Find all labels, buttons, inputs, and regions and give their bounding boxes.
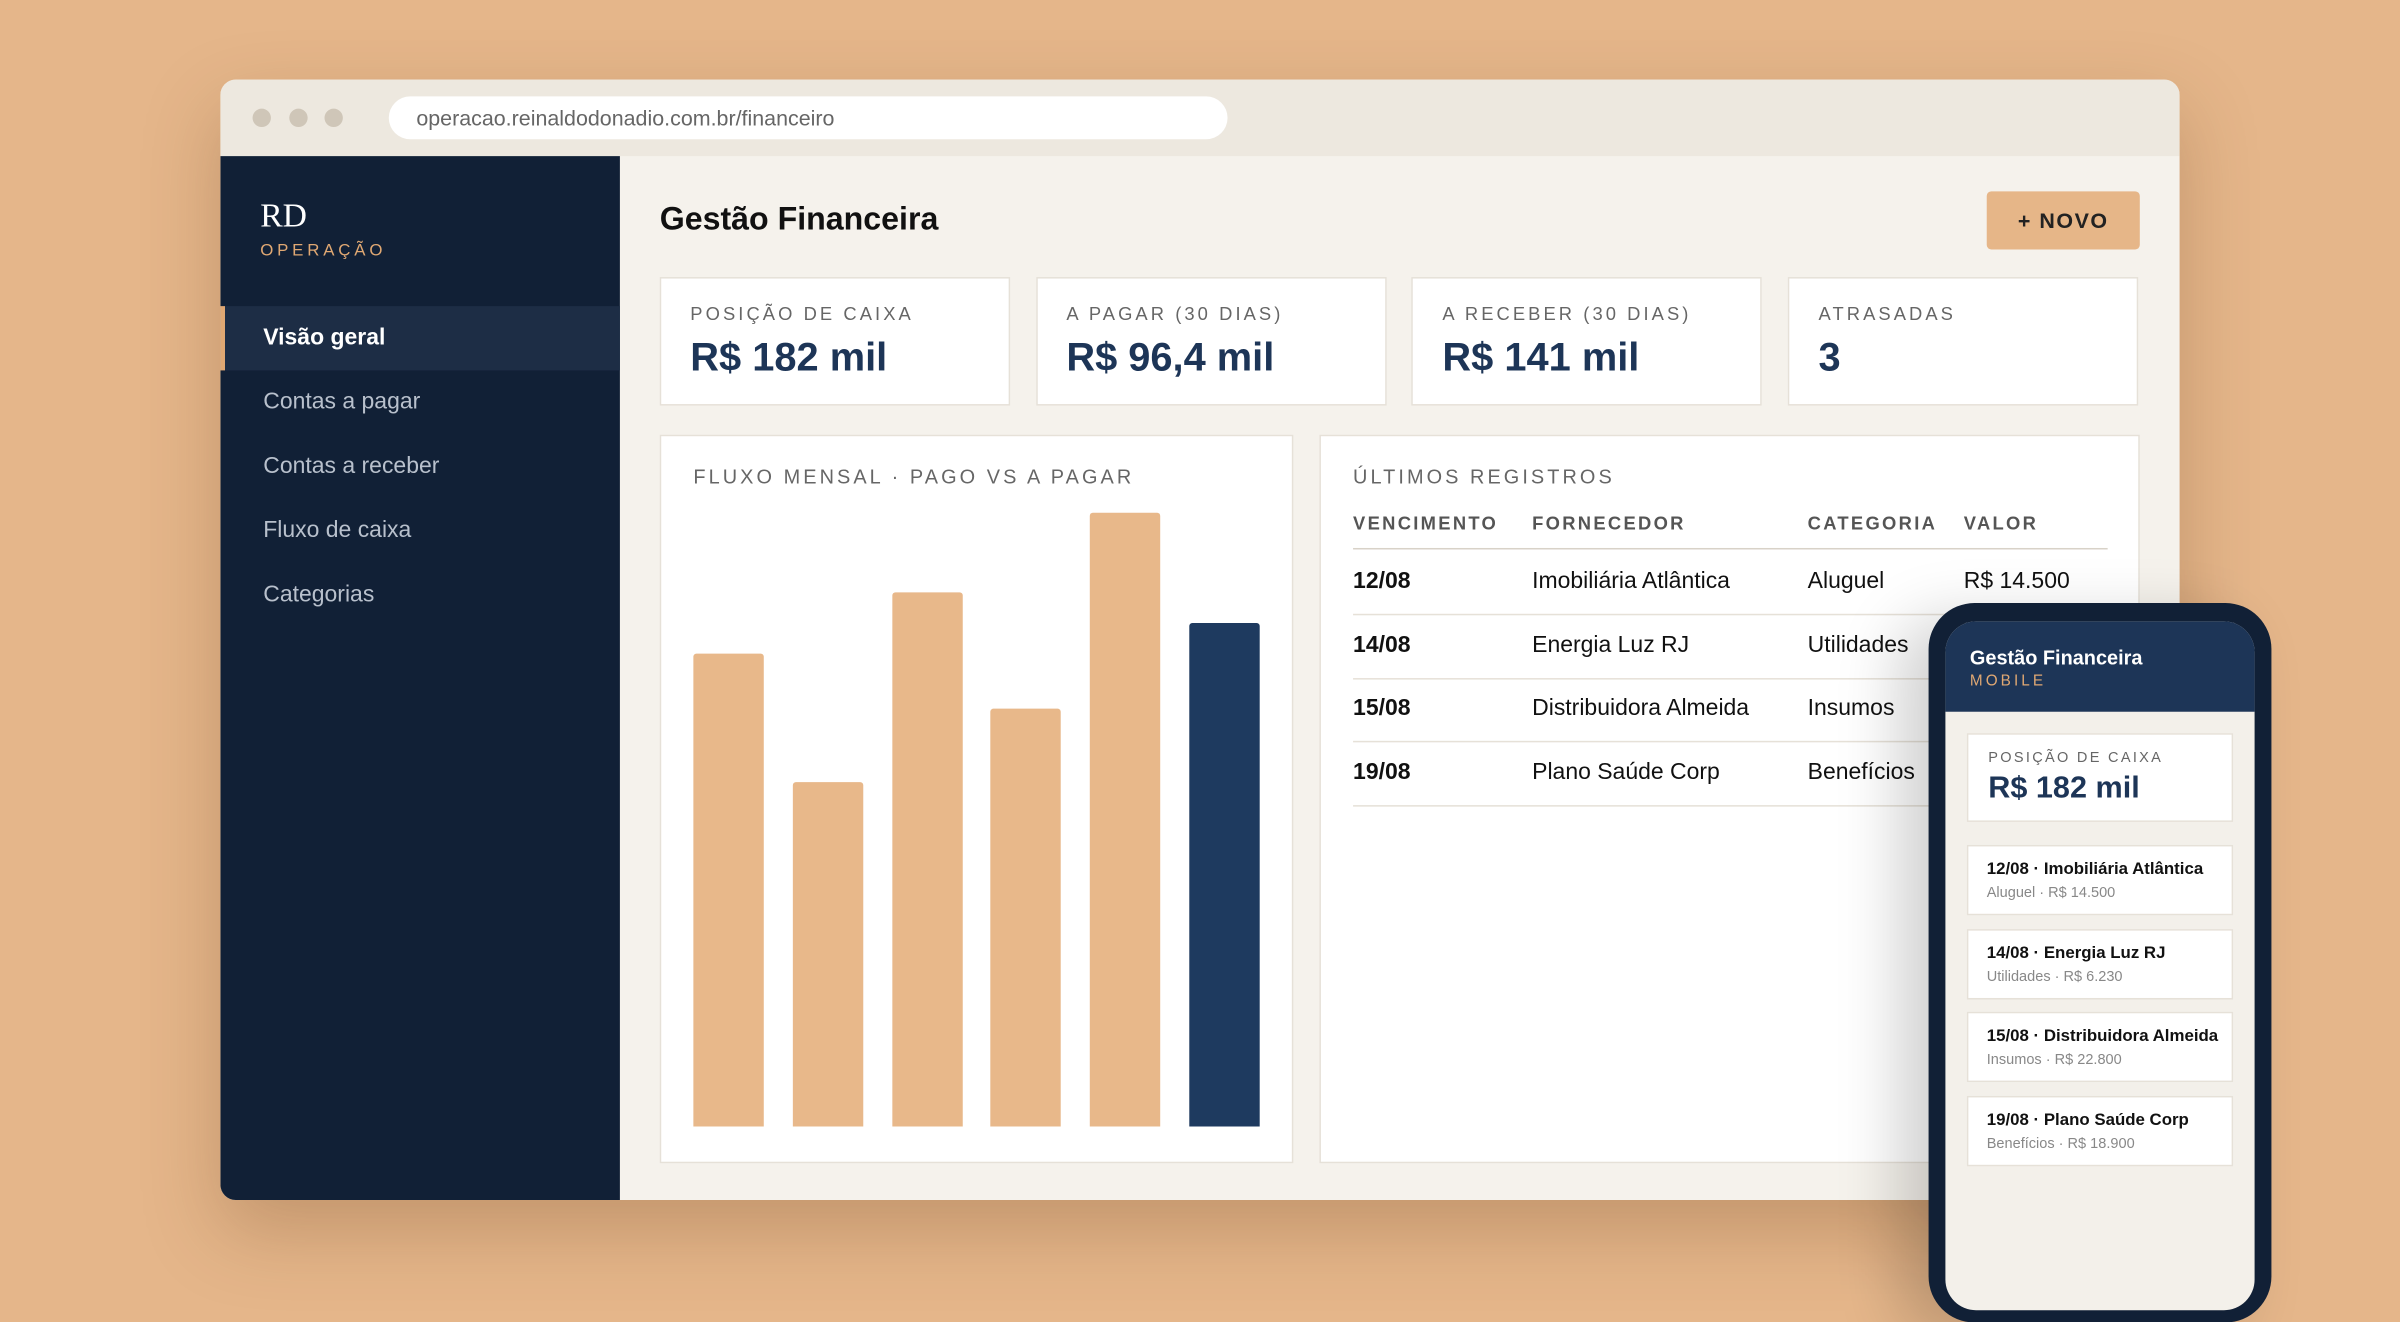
bar — [693, 653, 764, 1127]
row-separator — [1353, 677, 2108, 680]
row-separator — [1353, 805, 2108, 807]
window-dot — [252, 108, 271, 128]
stat-value: 3 — [1818, 333, 1841, 380]
mobile-card: POSIÇÃO DE CAIXA R$ 182 mil — [1966, 733, 2234, 822]
mobile-item-title: 15/08 · Distribuidora Almeida — [1986, 1027, 2219, 1047]
table-cell: Benefícios — [1807, 759, 1915, 786]
stat-card: A PAGAR (30 DIAS) R$ 96,4 mil — [1035, 277, 1387, 406]
row-separator — [1353, 741, 2108, 743]
bar — [891, 592, 963, 1127]
url-bar[interactable]: operacao.reinaldodonadio.com.br/financei… — [388, 96, 1228, 140]
phone-screen: Gestão Financeira MOBILE POSIÇÃO DE CAIX… — [1945, 621, 2255, 1311]
nav-item[interactable]: Contas a receber — [263, 453, 440, 480]
chart-panel: FLUXO MENSAL · PAGO VS A PAGAR — [659, 434, 1294, 1164]
chart-title: FLUXO MENSAL · PAGO VS A PAGAR — [693, 465, 1135, 489]
mobile-item-subtitle: Benefícios · R$ 18.900 — [1986, 1135, 2135, 1153]
logo: RD — [260, 195, 307, 235]
page-title: Gestão Financeira — [659, 202, 939, 238]
table-cell: Aluguel — [1807, 567, 1885, 594]
mobile-card-label: POSIÇÃO DE CAIXA — [1988, 749, 2164, 767]
mobile-item-title: 14/08 · Energia Luz RJ — [1986, 943, 2166, 963]
mobile-item: 12/08 · Imobiliária Atlântica Aluguel · R… — [1966, 844, 2234, 916]
bar — [792, 782, 863, 1127]
stat-card: POSIÇÃO DE CAIXA R$ 182 mil — [659, 277, 1011, 406]
table-cell: Plano Saúde Corp — [1532, 759, 1720, 786]
window-dot — [324, 108, 343, 128]
mobile-card-value: R$ 182 mil — [1988, 771, 2140, 806]
stat-card: ATRASADAS 3 — [1787, 277, 2139, 406]
bar — [1090, 512, 1161, 1127]
new-button[interactable]: + NOVO — [1986, 191, 2140, 250]
table-title: ÚLTIMOS REGISTROS — [1353, 465, 1615, 489]
stat-label: ATRASADAS — [1818, 303, 1956, 325]
stage: operacao.reinaldodonadio.com.br/financei… — [220, 79, 2272, 1322]
table-cell: 14/08 — [1353, 631, 1411, 658]
mobile-item: 14/08 · Energia Luz RJ Utilidades · R$ 6.… — [1966, 928, 2234, 1000]
stat-value: R$ 96,4 mil — [1066, 333, 1275, 380]
mobile-subtitle: MOBILE — [1969, 673, 2047, 691]
mobile-item-subtitle: Utilidades · R$ 6.230 — [1986, 968, 2123, 986]
stat-value: R$ 182 mil — [690, 333, 888, 380]
table-cell: Utilidades — [1807, 631, 1909, 658]
row-separator — [1353, 613, 2108, 616]
bar — [1189, 623, 1260, 1127]
stat-label: A RECEBER (30 DIAS) — [1442, 303, 1692, 325]
mobile-item: 19/08 · Plano Saúde Corp Benefícios · R$ … — [1966, 1096, 2234, 1167]
logo-subtitle: OPERAÇÃO — [260, 241, 387, 261]
table-cell: Insumos — [1807, 695, 1895, 722]
header-rule — [1353, 547, 2108, 550]
browser-window: operacao.reinaldodonadio.com.br/financei… — [220, 79, 2180, 1200]
column-header: VALOR — [1963, 512, 2039, 535]
table-cell: Energia Luz RJ — [1532, 631, 1690, 658]
mobile-item-title: 19/08 · Plano Saúde Corp — [1986, 1111, 2189, 1130]
mobile-item-subtitle: Aluguel · R$ 14.500 — [1986, 884, 2116, 902]
sidebar: RD OPERAÇÃO Visão geral Contas a pagar C… — [220, 156, 620, 1200]
column-header: FORNECEDOR — [1532, 512, 1686, 535]
nav-item[interactable]: Fluxo de caixa — [263, 517, 412, 544]
mobile-header: Gestão Financeira MOBILE — [1945, 621, 2255, 712]
mobile-item: 15/08 · Distribuidora Almeida Insumos · R… — [1966, 1012, 2234, 1083]
phone: Gestão Financeira MOBILE POSIÇÃO DE CAIX… — [1928, 603, 2272, 1322]
table-cell: 19/08 — [1353, 759, 1411, 786]
mobile-item-title: 12/08 · Imobiliária Atlântica — [1986, 860, 2204, 879]
nav-item[interactable]: Categorias — [263, 581, 375, 608]
stat-label: A PAGAR (30 DIAS) — [1066, 303, 1284, 325]
table-cell: R$ 14.500 — [1963, 567, 2070, 594]
stat-card: A RECEBER (30 DIAS) R$ 141 mil — [1411, 277, 1763, 406]
window-dot — [289, 108, 308, 128]
table-cell: Distribuidora Almeida — [1532, 695, 1750, 722]
nav-item[interactable]: Contas a pagar — [263, 388, 421, 415]
nav-item[interactable]: Visão geral — [220, 306, 620, 371]
column-header: CATEGORIA — [1807, 512, 1938, 535]
column-header: VENCIMENTO — [1353, 512, 1499, 535]
page: operacao.reinaldodonadio.com.br/financei… — [220, 79, 2272, 1322]
stat-label: POSIÇÃO DE CAIXA — [690, 303, 914, 325]
mobile-title: Gestão Financeira — [1969, 645, 2143, 669]
table-cell: Imobiliária Atlântica — [1532, 567, 1730, 594]
mobile-item-subtitle: Insumos · R$ 22.800 — [1986, 1052, 2122, 1069]
table-cell: 15/08 — [1353, 695, 1411, 722]
bar — [990, 709, 1062, 1127]
browser-bar: operacao.reinaldodonadio.com.br/financei… — [220, 79, 2180, 157]
stat-value: R$ 141 mil — [1442, 333, 1640, 380]
table-cell: 12/08 — [1353, 567, 1411, 594]
